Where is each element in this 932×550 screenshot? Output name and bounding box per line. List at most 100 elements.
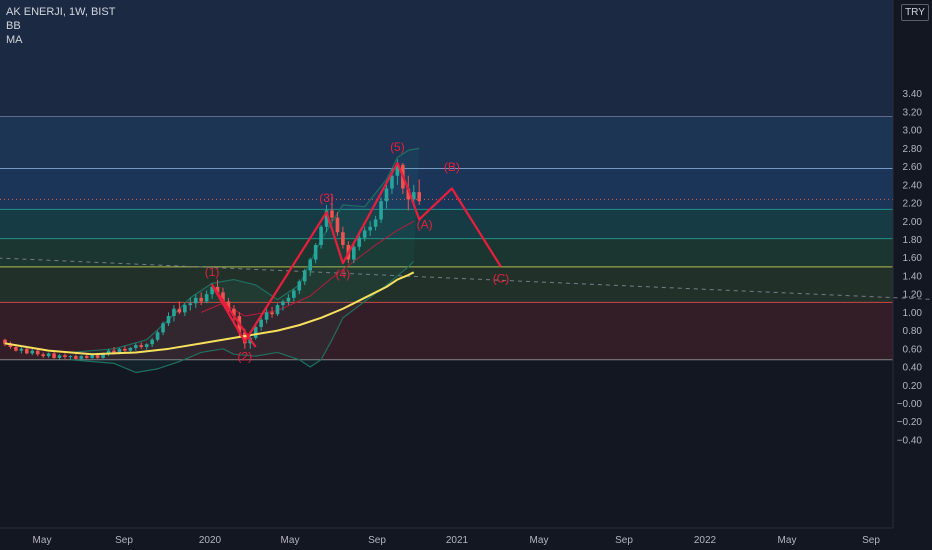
y-tick-label: 2.80 <box>903 144 923 155</box>
candle-body <box>117 348 122 353</box>
candle-body <box>259 319 263 327</box>
candle-body <box>319 226 323 245</box>
wave-label: (B) <box>444 160 460 174</box>
candle-body <box>41 354 45 357</box>
symbol-title: AK ENERJI, 1W, BIST <box>6 6 116 18</box>
wave-label: (1) <box>205 265 220 279</box>
candle-body <box>210 286 214 295</box>
candle-body <box>3 339 7 345</box>
y-tick-label: 2.20 <box>903 199 923 210</box>
candle-body <box>68 356 73 358</box>
candle-body <box>379 201 383 220</box>
bb-fill <box>70 148 420 373</box>
candle-body <box>243 332 247 344</box>
candle-body <box>286 297 291 302</box>
y-tick-label: −0.40 <box>897 435 923 446</box>
candle-body <box>232 308 236 317</box>
wave-path <box>211 161 502 348</box>
indicator-ma-label[interactable]: MA <box>6 34 23 46</box>
y-tick-label: 1.40 <box>903 271 923 282</box>
x-tick-label: May <box>778 535 797 546</box>
x-tick-label: 2020 <box>199 535 222 546</box>
y-tick-label: 3.40 <box>903 89 923 100</box>
candle-body <box>199 297 203 302</box>
y-tick-label: 2.40 <box>903 180 923 191</box>
y-tick-label: 1.00 <box>903 308 923 319</box>
candle-body <box>417 192 421 202</box>
candle-body <box>188 303 193 306</box>
x-tick-label: Sep <box>115 535 133 546</box>
x-tick-label: May <box>530 535 549 546</box>
candle-body <box>52 353 56 358</box>
bb-lower-line <box>70 260 415 374</box>
currency-badge[interactable]: TRY <box>901 4 929 21</box>
wave-label: (2) <box>237 350 252 364</box>
candle-body <box>373 219 378 227</box>
candle-body <box>390 175 394 189</box>
candle-body <box>150 339 154 345</box>
candle-body <box>384 188 389 202</box>
candle-body <box>292 290 296 298</box>
candle-body <box>112 350 116 353</box>
candle-body <box>144 344 149 347</box>
fib-zone <box>0 168 893 210</box>
y-tick-label: 0.60 <box>903 344 923 355</box>
indicator-bb-label[interactable]: BB <box>6 20 21 32</box>
x-tick-label: Sep <box>862 535 880 546</box>
candle-body <box>139 345 144 347</box>
ma-line <box>4 271 415 356</box>
candle-body <box>226 301 231 309</box>
candle-body <box>281 301 285 306</box>
candle-body <box>406 188 411 200</box>
x-tick-label: May <box>33 535 52 546</box>
candle-body <box>253 326 258 338</box>
y-tick-label: −0.00 <box>897 399 923 410</box>
fib-zone <box>0 116 893 169</box>
y-tick-label: 1.20 <box>903 290 923 301</box>
candle-body <box>308 259 312 271</box>
candle-body <box>101 353 105 358</box>
candle-body <box>30 350 35 354</box>
candle-body <box>123 348 127 351</box>
candle-body <box>411 192 416 200</box>
candle-body <box>221 292 225 302</box>
candle-body <box>330 210 334 218</box>
candle-body <box>84 356 89 358</box>
candle-body <box>8 344 13 347</box>
y-tick-label: 3.00 <box>903 126 923 137</box>
candle-body <box>134 345 138 348</box>
candle-body <box>14 346 18 351</box>
candle-body <box>155 332 160 340</box>
x-tick-label: Sep <box>368 535 386 546</box>
y-tick-label: 0.40 <box>903 363 923 374</box>
y-tick-label: 3.20 <box>903 107 923 118</box>
candle-body <box>74 356 78 359</box>
x-tick-label: May <box>281 535 300 546</box>
candle-body <box>264 312 269 320</box>
candle-body <box>204 294 209 302</box>
candle-body <box>215 286 220 293</box>
candle-body <box>324 210 329 227</box>
y-tick-label: 2.00 <box>903 217 923 228</box>
y-tick-label: 0.20 <box>903 381 923 392</box>
y-tick-label: 1.60 <box>903 253 923 264</box>
candle-body <box>161 323 165 333</box>
candle-body <box>19 348 24 351</box>
candle-body <box>395 164 400 176</box>
candle-body <box>313 244 318 260</box>
y-tick-label: 1.80 <box>903 235 923 246</box>
candle-body <box>35 350 40 355</box>
candle-body <box>128 347 133 351</box>
candle-body <box>172 308 176 317</box>
chart-legend: AK ENERJI, 1W, BIST BB MA <box>6 5 115 47</box>
wave-label: (3) <box>319 191 334 205</box>
fib-zone <box>0 209 893 239</box>
x-tick-label: 2022 <box>694 535 717 546</box>
candle-body <box>95 355 100 358</box>
candle-body <box>335 217 340 233</box>
bb-upper-line <box>70 147 420 354</box>
fib-zone-top <box>0 0 893 117</box>
candle-body <box>297 281 302 291</box>
candle-body <box>270 312 274 315</box>
